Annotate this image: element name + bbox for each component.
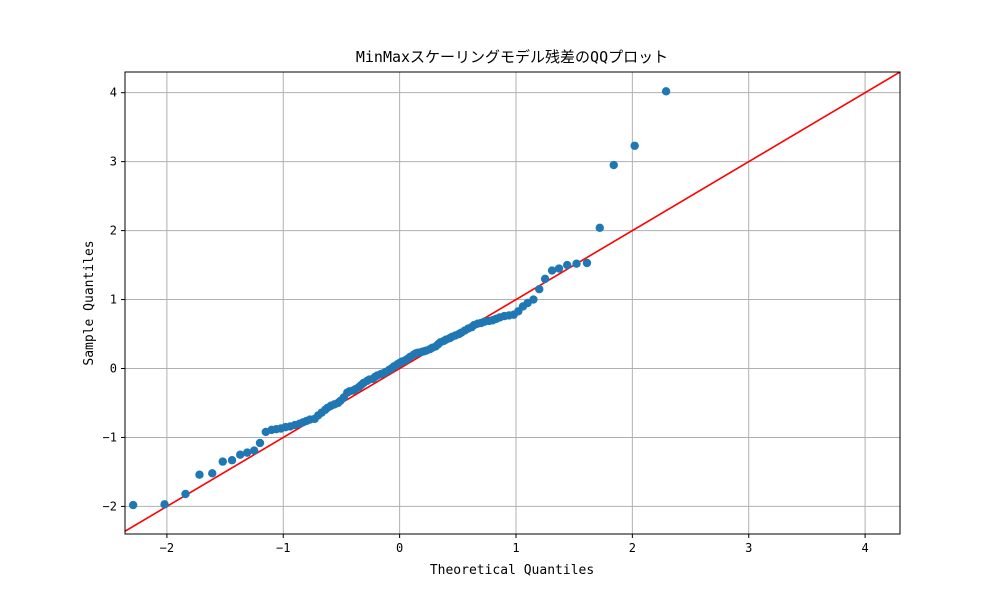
reference-line-layer: [125, 72, 900, 532]
x-tick-label: −2: [160, 541, 174, 555]
data-point: [582, 258, 592, 268]
data-point: [181, 489, 190, 499]
data-point: [160, 500, 169, 509]
y-ticks: −2 −1 0 1 2 3 4: [103, 86, 125, 513]
data-point: [609, 160, 618, 170]
data-point: [128, 500, 138, 510]
plot-frame: [124, 71, 901, 535]
grid: [125, 72, 900, 534]
data-point: [242, 448, 252, 457]
data-point: [218, 457, 227, 466]
data-point: [661, 87, 671, 96]
data-points: [128, 87, 671, 510]
data-point: [535, 285, 544, 294]
x-tick-label: 4: [861, 541, 868, 555]
data-point: [595, 223, 604, 233]
x-tick-label: −1: [276, 541, 290, 555]
chart-title: MinMaxスケーリングモデル残差のQQプロット: [356, 48, 668, 66]
y-tick-label: −1: [103, 430, 117, 444]
data-point: [547, 266, 557, 275]
data-point: [255, 438, 265, 448]
x-tick-label: 0: [396, 541, 403, 555]
x-tick-label: 3: [745, 541, 752, 555]
data-point: [630, 141, 639, 150]
data-point: [540, 274, 550, 284]
data-point: [227, 456, 237, 465]
reference-line: [125, 72, 900, 532]
x-tick-label: 2: [629, 541, 636, 555]
data-point: [195, 470, 204, 479]
y-tick-label: 1: [110, 293, 117, 307]
data-point: [572, 259, 581, 268]
data-point: [554, 264, 564, 273]
data-point: [249, 446, 259, 455]
x-ticks: −2 −1 0 1 2 3 4: [160, 534, 869, 555]
y-axis-label: Sample Quantiles: [82, 240, 97, 365]
y-tick-label: 2: [110, 224, 117, 238]
data-point: [236, 450, 245, 459]
y-tick-label: −2: [103, 499, 117, 513]
y-tick-label: 0: [110, 362, 117, 376]
y-tick-label: 3: [110, 155, 117, 169]
y-tick-label: 4: [110, 86, 117, 100]
x-tick-label: 1: [512, 541, 519, 555]
x-axis-label: Theoretical Quantiles: [430, 563, 594, 578]
data-point: [529, 295, 538, 304]
data-point: [562, 260, 572, 270]
data-point: [208, 469, 217, 478]
